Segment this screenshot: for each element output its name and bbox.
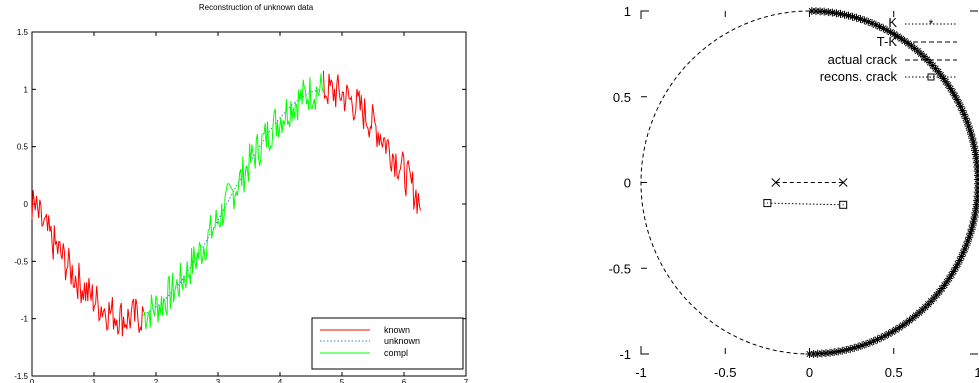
right-xtick-label: 0 xyxy=(806,365,813,380)
right-xtick-label: 0.5 xyxy=(885,365,903,380)
legend-unknown-label: unknown xyxy=(384,336,420,346)
left-ytick-label: -0.5 xyxy=(14,257,28,266)
K-marker xyxy=(828,9,836,17)
right-ytick-label: 1 xyxy=(624,4,631,19)
series-known-line-b xyxy=(323,71,420,214)
legend-TK-label: T-K xyxy=(877,34,898,49)
right-ytick-label: -0.5 xyxy=(609,261,631,276)
right-series-group xyxy=(641,7,979,358)
legend-actual-crack-label: actual crack xyxy=(828,52,898,67)
right-ytick-label: 0 xyxy=(624,176,631,191)
left-xtick-label: 4 xyxy=(278,378,283,383)
left-legend: known unknown compl xyxy=(312,318,463,369)
K-marker xyxy=(826,349,834,357)
legend-compl-label: compl xyxy=(384,348,408,358)
legend-recons-crack-label: recons. crack xyxy=(820,69,898,84)
right-corner-tl xyxy=(641,11,649,19)
series-compl-line xyxy=(144,74,324,330)
K-marker xyxy=(808,7,816,15)
left-ytick-label: -1.5 xyxy=(14,372,28,381)
right-xtick-label: -1 xyxy=(635,365,647,380)
left-ytick-label: 0 xyxy=(24,200,29,209)
right-xtick-label: 1 xyxy=(974,365,979,380)
left-xtick-label: 5 xyxy=(340,378,345,383)
left-ytick-label: 1.5 xyxy=(17,28,29,37)
series-recons-crack-line xyxy=(767,203,843,205)
left-xtick-label: 7 xyxy=(464,378,469,383)
legend-K-label: K xyxy=(888,15,897,30)
left-series-group xyxy=(32,71,421,337)
legend-K-marker: * xyxy=(929,17,934,31)
left-ytick-label: 1 xyxy=(24,85,29,94)
series-known-line-a xyxy=(32,190,144,336)
recons-crack-marker-dot xyxy=(843,204,844,205)
left-chart: Reconstruction of unknown data 0 1 2 3 4 5 6 7 1… xyxy=(14,3,469,383)
left-xtick-label: 6 xyxy=(402,378,407,383)
legend-known-label: known xyxy=(384,325,410,335)
left-ytick-label: 0.5 xyxy=(17,143,29,152)
recons-crack-marker-dot xyxy=(767,203,768,204)
left-xtick-label: 2 xyxy=(154,378,159,383)
left-chart-title: Reconstruction of unknown data xyxy=(199,3,314,12)
left-xtick-label: 3 xyxy=(216,378,221,383)
left-ytick-label: -1 xyxy=(21,315,29,324)
right-ytick-label: -1 xyxy=(619,347,631,362)
left-xtick-label: 1 xyxy=(92,378,97,383)
right-chart: -1 -0.5 0 0.5 1 1 0.5 0 -0.5 -1 K * T-K actual cr… xyxy=(609,4,979,380)
right-ytick-label: 0.5 xyxy=(613,90,631,105)
right-corner-bl xyxy=(641,346,649,354)
left-xtick-label: 0 xyxy=(30,378,35,383)
right-xtick-label: -0.5 xyxy=(714,365,736,380)
